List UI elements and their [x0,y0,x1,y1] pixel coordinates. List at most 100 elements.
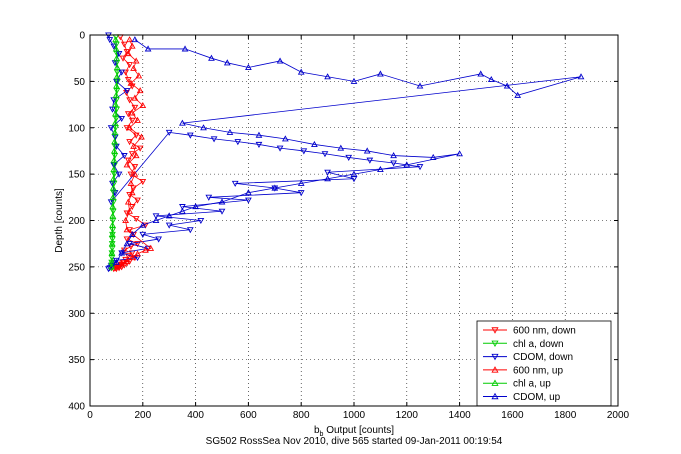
y-axis-label: Depth [counts] [54,188,65,253]
data-point [112,91,120,98]
data-point [491,392,499,400]
x-tick-label: 1800 [554,410,577,421]
data-point [491,340,499,348]
data-point [179,204,186,211]
data-point [271,184,279,191]
data-point [139,179,147,186]
data-point [112,45,120,52]
data-point [139,231,147,238]
data-point [245,63,252,70]
data-point [126,97,133,104]
x-tick-label: 1200 [396,410,419,421]
data-point [123,257,131,264]
data-point [297,179,305,186]
legend-entry: chl a, up [513,379,551,390]
data-point [491,366,499,373]
figure-caption: SG502 RossSea Nov 2010, dive 565 started… [206,436,503,447]
data-point [131,170,139,177]
data-point [123,226,131,233]
data-point [179,119,186,126]
data-point [321,151,329,158]
data-point [139,101,147,109]
data-point [255,131,263,138]
data-point [377,70,384,77]
data-point [113,73,121,80]
data-point [131,164,139,171]
data-point [124,253,132,260]
data-point [106,37,114,44]
data-point [111,119,119,126]
data-point [165,212,173,219]
data-point [106,265,114,272]
data-point [111,138,118,145]
data-point [127,179,135,186]
data-point [132,152,140,159]
data-point [136,87,144,94]
data-point [108,240,116,247]
data-point [128,189,136,196]
data-point [128,117,136,124]
data-point [113,88,121,95]
data-point [124,198,132,205]
data-point [126,139,133,146]
data-point [126,207,133,214]
data-point [112,101,119,108]
plot-area [105,32,585,273]
data-point [255,141,263,148]
data-point [124,50,132,57]
data-point [107,125,115,132]
data-point [128,204,136,211]
data-point [487,75,495,83]
x-axis-label: bb Output [counts] [314,425,394,438]
data-point [118,259,126,266]
data-point [136,145,144,152]
data-point [276,57,284,64]
data-point [403,161,411,168]
data-point [130,142,137,149]
y-tick-label: 300 [68,309,85,320]
data-point [107,199,115,206]
data-point [366,157,374,164]
data-point [111,60,119,67]
data-point [297,190,305,197]
data-point [324,175,331,182]
data-point [109,193,117,200]
data-point [231,180,239,187]
data-point [165,129,173,136]
data-point [514,91,522,98]
series-line [111,39,118,267]
data-point [503,82,511,89]
y-tick-label: 0 [79,31,85,42]
legend-entry: CDOM, up [513,392,561,403]
data-point [200,124,207,131]
data-point [300,148,308,155]
x-tick-label: 0 [87,410,93,421]
data-point [142,246,149,253]
y-tick-label: 100 [68,123,85,134]
data-point [122,216,130,224]
data-point [113,82,120,89]
data-point [122,69,130,76]
data-point [109,221,116,228]
data-point [110,165,118,173]
data-point [108,263,116,270]
series-line [116,39,582,263]
y-tick-label: 150 [68,170,85,181]
series-cdom-up [113,36,585,265]
data-point [131,94,139,101]
data-point [119,55,127,62]
data-point [113,258,120,265]
legend-box [476,320,612,407]
data-point [128,109,136,116]
data-point [363,147,371,154]
data-point [491,327,499,334]
data-point [120,41,128,48]
data-point [138,133,145,140]
data-point [377,165,384,173]
data-point [120,153,128,160]
data-point [128,42,136,49]
data-point [126,62,133,69]
data-point [123,88,131,95]
data-point [111,110,119,117]
